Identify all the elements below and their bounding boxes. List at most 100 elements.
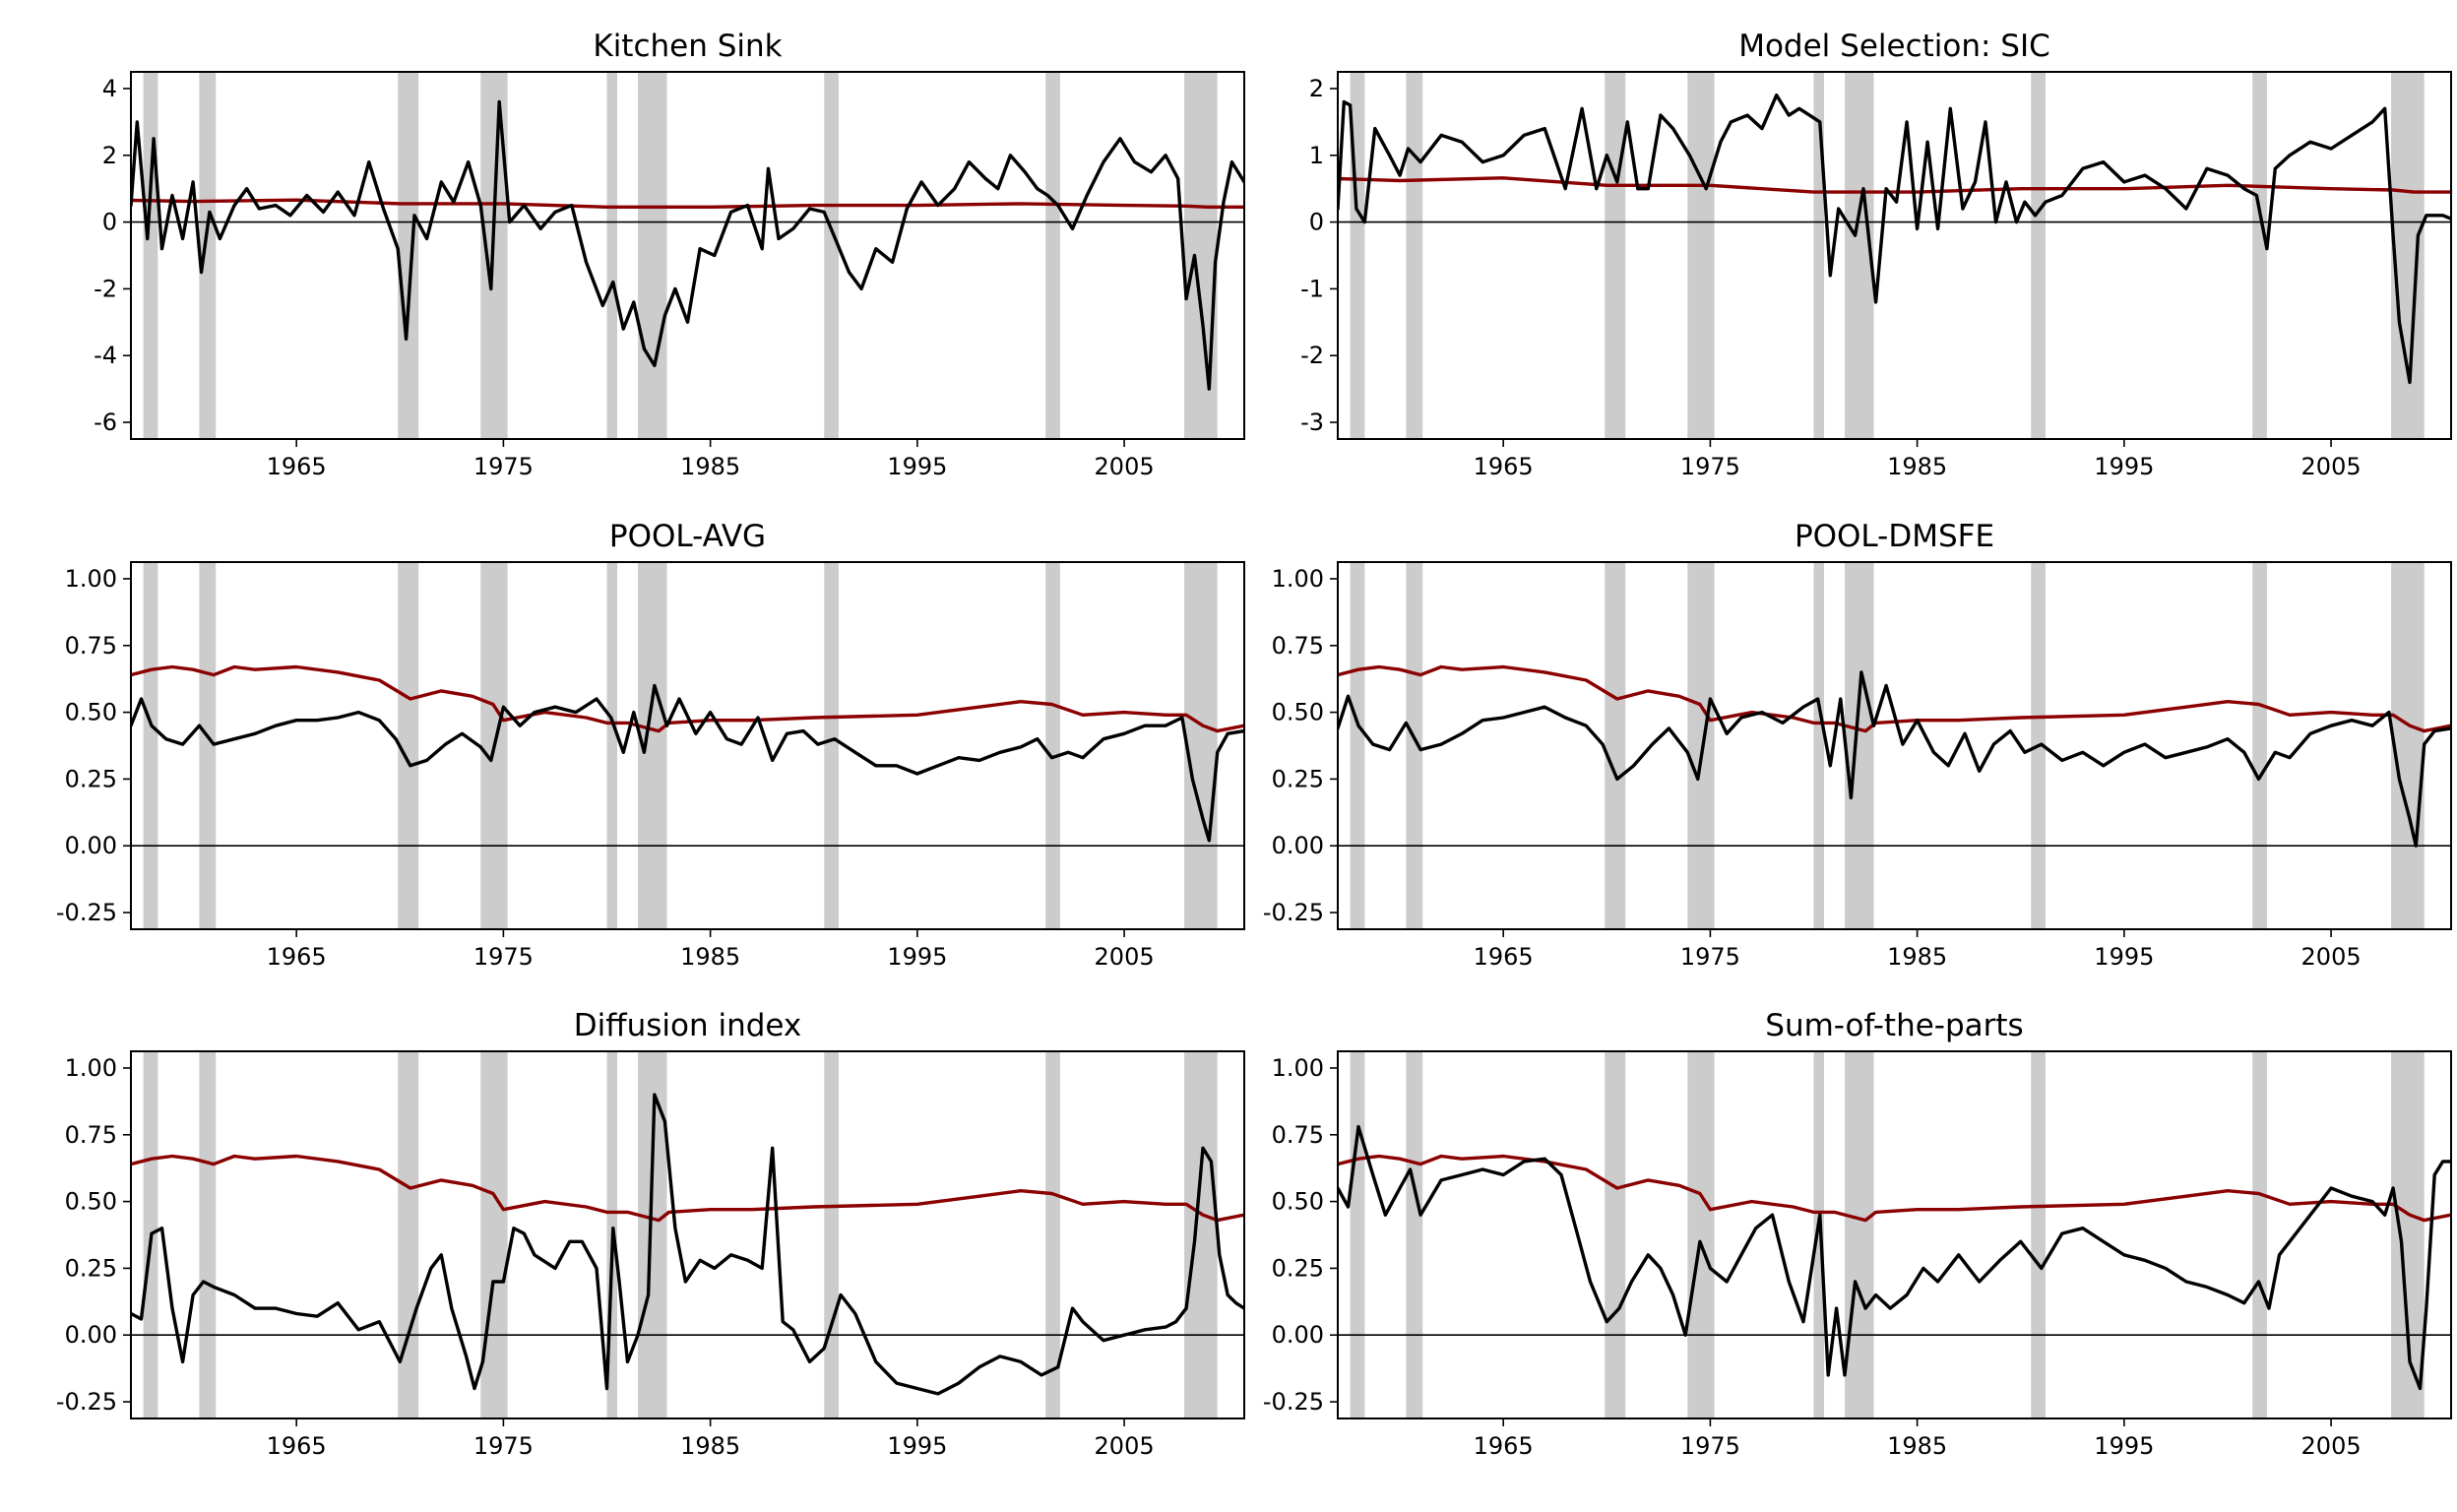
y-tick-label: 0.25 xyxy=(65,765,117,792)
y-tick-label: 2 xyxy=(102,142,117,169)
y-tick-label: 4 xyxy=(102,75,117,102)
panel-title: Sum-of-the-parts xyxy=(1765,1008,2023,1043)
y-tick-label: 1.00 xyxy=(1272,1054,1324,1082)
x-tick-label: 2005 xyxy=(1095,453,1155,480)
panel-title: Diffusion index xyxy=(574,1008,802,1043)
x-tick-label: 1995 xyxy=(2094,453,2154,480)
x-tick-label: 2005 xyxy=(2301,453,2362,480)
axes-frame xyxy=(130,1050,1245,1419)
y-tick-label: 1.00 xyxy=(1272,565,1324,593)
x-tick-label: 1985 xyxy=(1887,1432,1947,1460)
recession-band xyxy=(2252,72,2267,439)
recession-band xyxy=(2031,72,2046,439)
recession-band xyxy=(1605,1051,1626,1418)
recession-band xyxy=(1406,72,1423,439)
y-tick-label: -0.25 xyxy=(1263,899,1324,926)
y-tick-label: -3 xyxy=(1300,409,1324,436)
y-tick-label: 1.00 xyxy=(65,565,117,593)
x-tick-label: 1985 xyxy=(680,453,740,480)
x-tick-label: 2005 xyxy=(1095,1432,1155,1460)
x-tick-label: 1965 xyxy=(1474,1432,1534,1460)
y-tick-label: 1.00 xyxy=(65,1054,117,1082)
y-tick-label: 0 xyxy=(1309,209,1324,236)
forecast-line xyxy=(1338,94,2451,385)
recession-band xyxy=(398,1051,419,1418)
recession-band xyxy=(143,562,158,929)
panel-title: Model Selection: SIC xyxy=(1738,29,2050,64)
forecast-line xyxy=(131,99,1244,391)
y-tick-label: 0.50 xyxy=(1272,1188,1324,1216)
recession-band xyxy=(398,72,419,439)
chart-panel-4: 1965 1975 1985 1995 2005 1.00 0.75 0.50 0.25 0.00… xyxy=(1263,519,2452,971)
x-tick-label: 1985 xyxy=(1887,943,1947,971)
recession-band xyxy=(606,72,618,439)
x-tick-label: 1975 xyxy=(473,943,534,971)
recession-band xyxy=(2391,562,2425,929)
y-tick-label: 0.00 xyxy=(1272,1321,1324,1349)
y-tick-label: 0.50 xyxy=(65,699,117,726)
y-tick-label: -1 xyxy=(1300,275,1324,302)
recession-band xyxy=(824,1051,839,1418)
recession-band xyxy=(1605,72,1626,439)
y-tick-label: 0 xyxy=(102,209,117,236)
recession-band xyxy=(638,1051,667,1418)
recession-band xyxy=(2252,1051,2267,1418)
recession-band xyxy=(2391,1051,2425,1418)
y-tick-label: -0.25 xyxy=(56,899,117,926)
x-tick-label: 1985 xyxy=(680,943,740,971)
x-tick-label: 1965 xyxy=(267,943,327,971)
chart-panel-3: 1965 1975 1985 1995 2005 1.00 0.75 0.50 0.25 0.00… xyxy=(56,519,1245,971)
x-tick-label: 1965 xyxy=(1474,943,1534,971)
recession-band xyxy=(824,72,839,439)
x-tick-label: 1975 xyxy=(1680,453,1740,480)
x-tick-label: 1975 xyxy=(1680,943,1740,971)
y-tick-label: 0.75 xyxy=(65,632,117,660)
recession-band xyxy=(1605,562,1626,929)
y-tick-label: 0.25 xyxy=(65,1254,117,1282)
x-tick-label: 1995 xyxy=(887,453,947,480)
recession-band xyxy=(1406,1051,1423,1418)
recession-band xyxy=(1845,562,1874,929)
recession-band xyxy=(1813,562,1825,929)
recession-band xyxy=(1045,72,1060,439)
panel-title: Kitchen Sink xyxy=(593,29,782,64)
axes-frame xyxy=(1337,561,2452,930)
recession-band xyxy=(1813,1051,1825,1418)
x-tick-label: 1965 xyxy=(267,1432,327,1460)
x-tick-label: 2005 xyxy=(1095,943,1155,971)
recession-band xyxy=(1045,1051,1060,1418)
recession-band xyxy=(1350,1051,1365,1418)
forecast-line xyxy=(131,683,1244,843)
plot-area xyxy=(131,1051,1244,1418)
plot-area xyxy=(131,562,1244,929)
y-tick-label: -0.25 xyxy=(56,1388,117,1416)
axes-frame xyxy=(130,561,1245,930)
y-tick-label: 2 xyxy=(1309,75,1324,102)
x-tick-label: 1965 xyxy=(267,453,327,480)
recession-band xyxy=(480,1051,508,1418)
plot-area xyxy=(1338,562,2451,929)
recession-band xyxy=(1845,72,1874,439)
recession-band xyxy=(1045,562,1060,929)
chart-panel-5: 1965 1975 1985 1995 2005 1.00 0.75 0.50 0.25 0.00… xyxy=(56,1008,1245,1460)
x-tick-label: 1965 xyxy=(1474,453,1534,480)
recession-band xyxy=(1687,72,1715,439)
chart-panel-1: 1965 1975 1985 1995 2005 4 2 0 -2 -4 -6 Kitchen Sin… xyxy=(94,29,1245,480)
y-tick-label: 1 xyxy=(1309,142,1324,169)
benchmark-line xyxy=(131,664,1244,733)
y-tick-label: -0.25 xyxy=(1263,1388,1324,1416)
recession-band xyxy=(143,72,158,439)
plot-area xyxy=(131,72,1244,439)
x-tick-label: 1975 xyxy=(1680,1432,1740,1460)
recession-band xyxy=(2252,562,2267,929)
y-tick-label: 0.00 xyxy=(65,1321,117,1349)
axes-frame xyxy=(1337,71,2452,440)
axes-frame xyxy=(1337,1050,2452,1419)
recession-band xyxy=(398,562,419,929)
y-tick-label: 0.00 xyxy=(1272,832,1324,859)
recession-band xyxy=(1184,562,1218,929)
y-tick-label: 0.25 xyxy=(1272,1254,1324,1282)
y-tick-label: -2 xyxy=(1300,342,1324,369)
x-tick-label: 1995 xyxy=(2094,1432,2154,1460)
recession-band xyxy=(1813,72,1825,439)
